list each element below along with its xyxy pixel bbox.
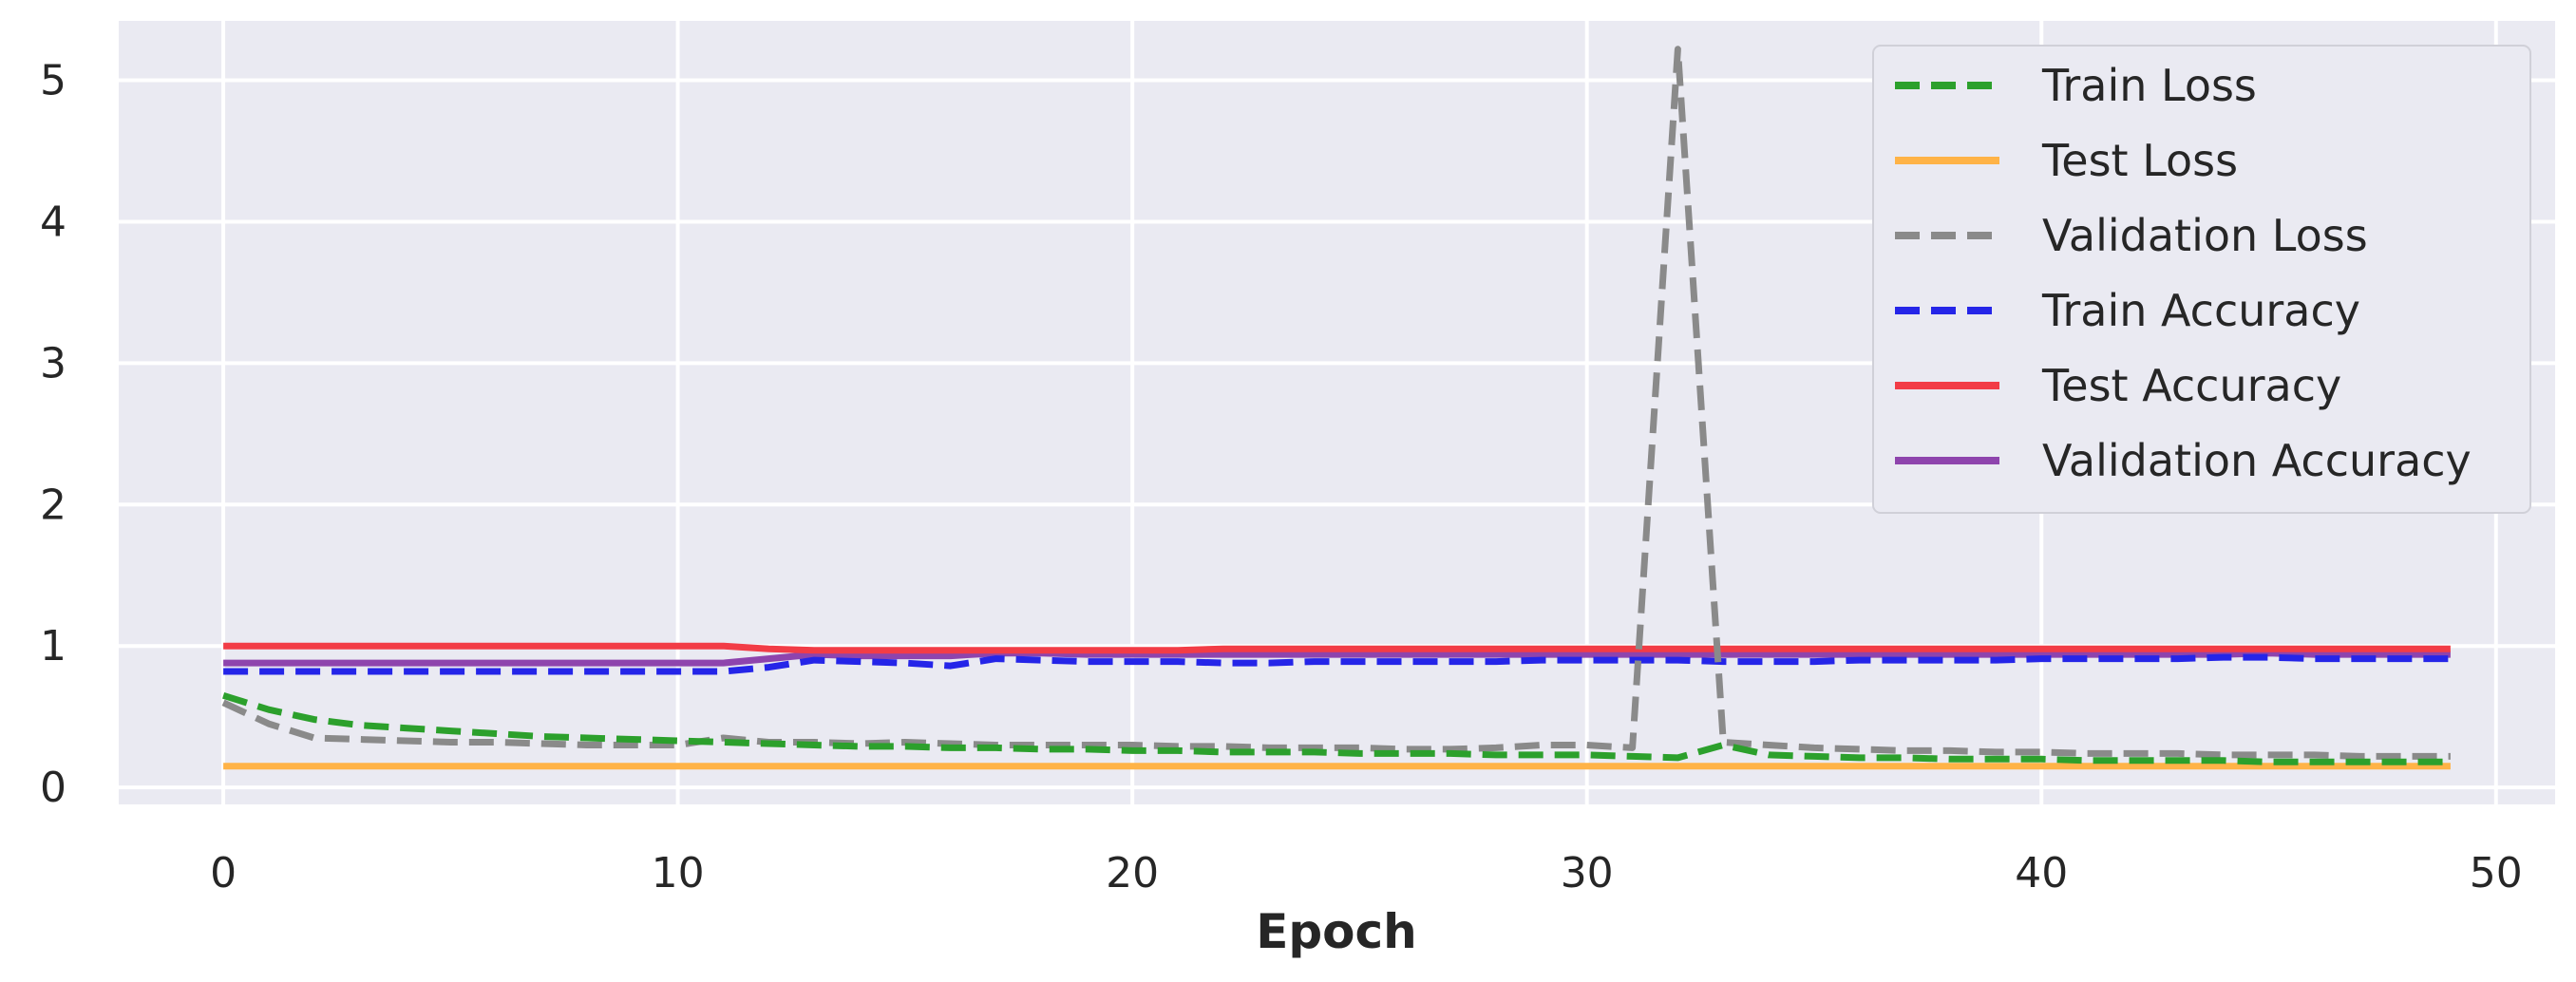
- x-tick-labels: 0 10 20 30 40 50: [210, 849, 2523, 897]
- test-accuracy-line: [223, 642, 2451, 654]
- x-axis-title: Epoch: [1256, 904, 1417, 959]
- train-loss-line: [222, 691, 2451, 765]
- legend-box: [1872, 45, 2531, 514]
- y-tick-label: 4: [40, 198, 66, 246]
- legend: Train Loss Test Loss Validation Loss Train …: [1872, 45, 2531, 514]
- x-tick-label: 40: [2015, 849, 2068, 897]
- x-tick-label: 30: [1561, 849, 1614, 897]
- x-tick-label: 10: [652, 849, 705, 897]
- legend-items: Train Loss Test Loss Validation Loss Train …: [1895, 60, 2472, 486]
- test-loss-legend-label: Test Loss: [2041, 135, 2238, 186]
- train-loss-legend-label: Train Loss: [2041, 60, 2257, 111]
- x-tick-label: 20: [1106, 849, 1159, 897]
- train-accuracy-legend-label: Train Accuracy: [2041, 285, 2360, 336]
- y-tick-label: 1: [40, 622, 66, 670]
- x-tick-label: 50: [2470, 849, 2523, 897]
- train-accuracy-line: [223, 653, 2451, 675]
- test-accuracy-legend-label: Test Accuracy: [2041, 360, 2341, 411]
- y-tick-label: 5: [40, 57, 66, 105]
- y-tick-label: 2: [40, 481, 66, 529]
- validation-accuracy-line: [223, 650, 2451, 667]
- y-tick-label: 3: [40, 339, 66, 387]
- x-tick-label: 0: [210, 849, 237, 897]
- series-lines: [221, 46, 2451, 770]
- y-tick-label: 0: [40, 764, 66, 812]
- y-tick-labels: 0 1 2 3 4 5: [40, 57, 66, 813]
- validation-loss-line: [221, 46, 2451, 760]
- validation-loss-legend-label: Validation Loss: [2042, 210, 2368, 261]
- validation-accuracy-legend-label: Validation Accuracy: [2042, 435, 2472, 486]
